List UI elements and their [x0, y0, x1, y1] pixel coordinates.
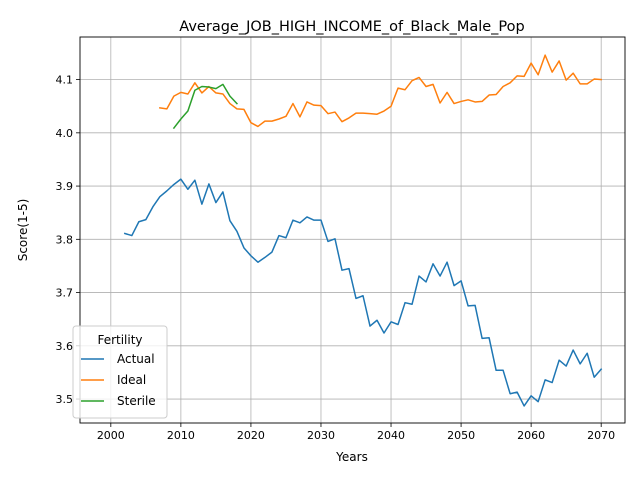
x-tick-label: 2000 — [97, 429, 125, 442]
legend-title: Fertility — [97, 333, 142, 347]
series-line-sterile — [172, 83, 238, 130]
y-tick-label: 4.0 — [56, 127, 74, 140]
legend-items: Actual Ideal Sterile — [81, 352, 156, 408]
legend-label-ideal: Ideal — [117, 373, 146, 387]
x-tick-label: 2040 — [377, 429, 405, 442]
legend-label-actual: Actual — [117, 352, 155, 366]
axis-ticks: 2000 2010 2020 2030 2040 2050 2060 2070 3.5 3.6 3.… — [56, 74, 616, 442]
y-tick-label: 3.8 — [56, 233, 74, 246]
x-tick-label: 2030 — [307, 429, 335, 442]
legend-box — [72, 325, 168, 419]
series-lines — [123, 54, 603, 407]
y-axis-label: Score(1-5) — [16, 199, 30, 262]
y-tick-label: 3.6 — [56, 340, 74, 353]
y-tick-label: 3.7 — [56, 287, 74, 300]
x-axis-label: Years — [335, 450, 368, 464]
y-tick-label: 3.9 — [56, 180, 74, 193]
x-tick-label: 2010 — [167, 429, 195, 442]
x-tick-label: 2020 — [237, 429, 265, 442]
grid-lines — [80, 37, 625, 423]
plot-frame — [79, 36, 626, 424]
x-tick-label: 2060 — [517, 429, 545, 442]
y-tick-label: 4.1 — [56, 74, 74, 87]
x-tick-label: 2050 — [447, 429, 475, 442]
legend-label-sterile: Sterile — [117, 394, 156, 408]
x-tick-label: 2070 — [587, 429, 615, 442]
series-line-actual — [123, 178, 603, 407]
chart-title: Average_JOB_HIGH_INCOME_of_Black_Male_Po… — [179, 19, 524, 35]
series-line-ideal — [159, 54, 602, 128]
y-tick-label: 3.5 — [56, 393, 74, 406]
legend: Fertility Actual Ideal Sterile — [72, 325, 168, 419]
